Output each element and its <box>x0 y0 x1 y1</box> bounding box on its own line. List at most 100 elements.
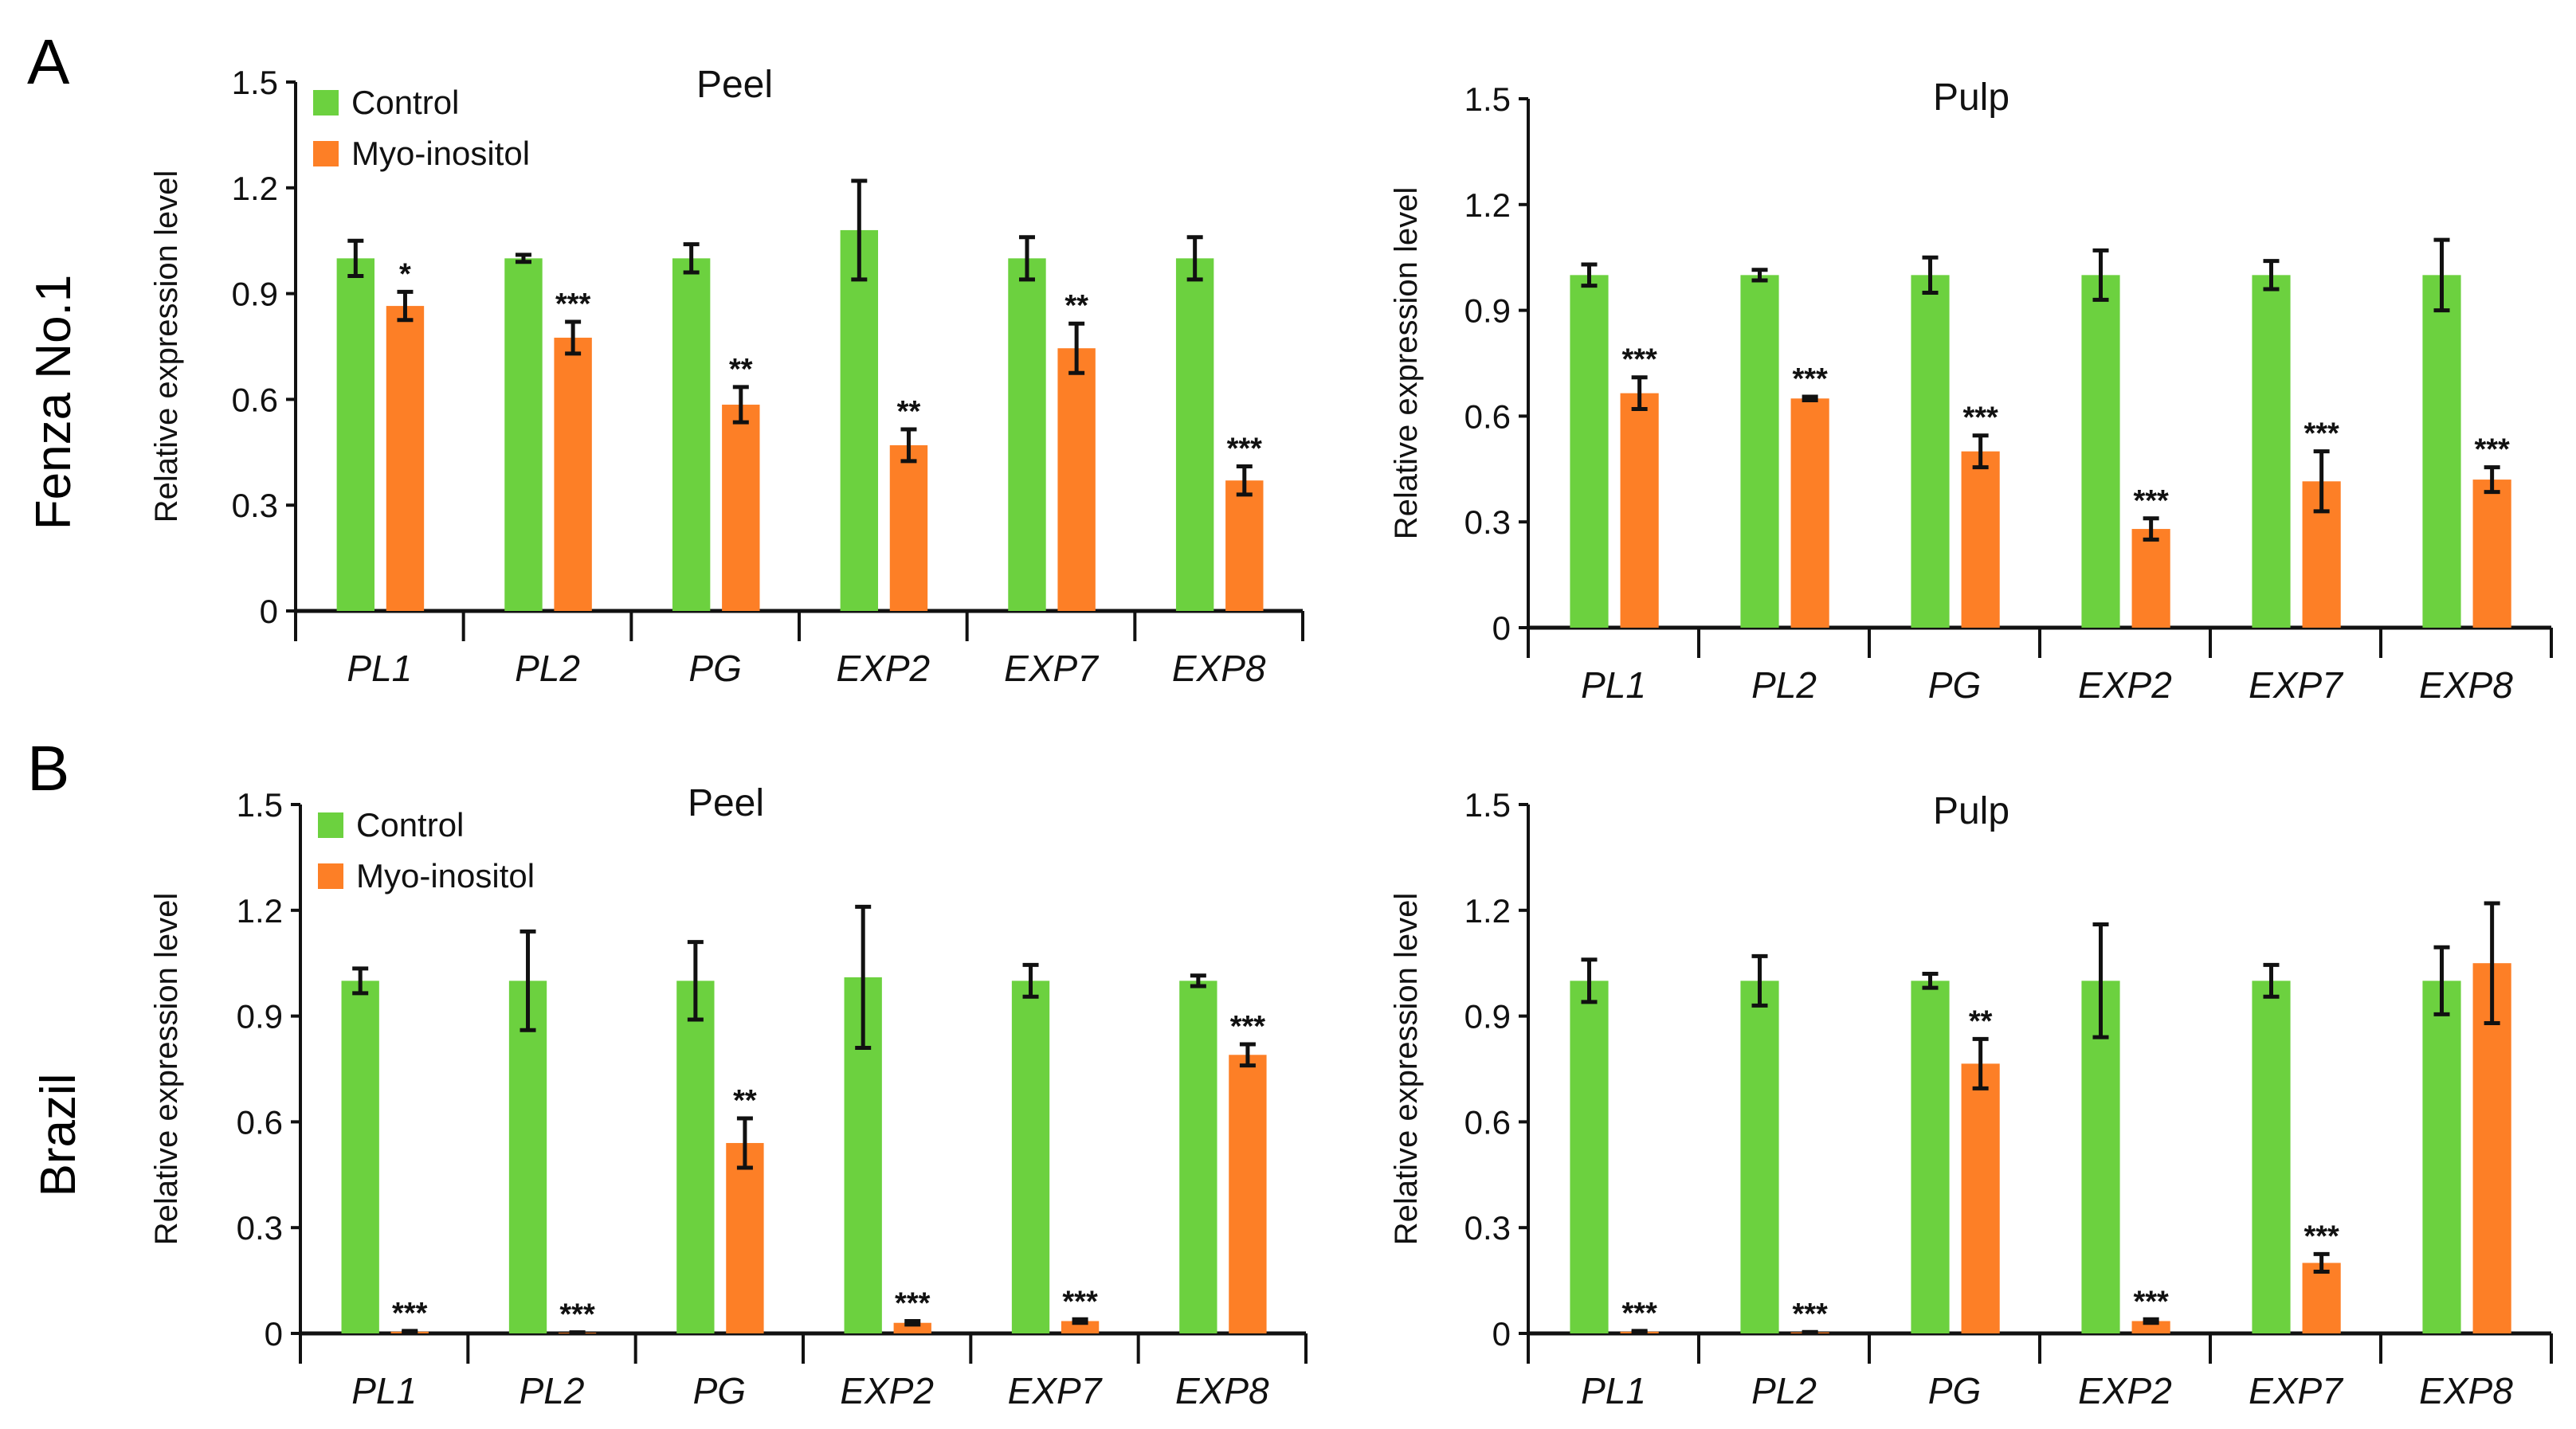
significance-label: *** <box>2474 433 2510 467</box>
x-tick-label: PG <box>1928 664 1981 706</box>
bar-myo-inositol <box>2302 1263 2341 1333</box>
error-bar <box>1802 394 1818 402</box>
significance-label: *** <box>2304 1220 2339 1253</box>
y-tick-label: 1.5 <box>1464 786 1511 824</box>
error-bar <box>2433 237 2450 313</box>
y-tick-label: 0.6 <box>1464 1103 1511 1141</box>
y-axis-label: Relative expression level <box>149 893 184 1245</box>
y-tick-label: 0.9 <box>237 998 283 1036</box>
significance-label: * <box>399 257 411 291</box>
x-tick-label: EXP7 <box>2249 1370 2343 1411</box>
error-bar <box>2433 945 2450 1016</box>
x-tick-label: PG <box>693 1370 746 1411</box>
error-bar <box>2484 465 2500 495</box>
x-tick-label: PL1 <box>1581 1370 1646 1411</box>
legend-label-control: Control <box>356 806 464 844</box>
error-bar <box>1236 464 1253 497</box>
significance-label: *** <box>1227 433 1263 466</box>
y-tick-label: 1.5 <box>237 786 283 824</box>
bar-myo-inositol <box>2472 480 2511 628</box>
bar-control <box>2081 981 2120 1333</box>
x-tick-label: EXP2 <box>840 1370 934 1411</box>
bar-control <box>341 981 379 1333</box>
bar-myo-inositol <box>2131 1321 2170 1333</box>
x-tick-label: EXP8 <box>2419 1370 2513 1411</box>
error-bar <box>2143 516 2159 542</box>
y-tick-label: 0 <box>1492 1315 1511 1353</box>
x-tick-label: EXP7 <box>1004 648 1099 689</box>
bar-myo-inositol <box>554 337 592 611</box>
bar-control <box>1740 981 1779 1333</box>
legend-label-myo-inositol: Myo-inositol <box>351 135 530 172</box>
error-bar <box>565 319 582 356</box>
y-tick-label: 0.9 <box>1464 292 1511 330</box>
legend-swatch-control <box>313 90 339 115</box>
legend: Control Myo-inositol <box>318 806 535 895</box>
panel-letter-b: B <box>27 733 69 804</box>
chart-title: Pulp <box>1933 790 2009 832</box>
bar-myo-inositol <box>1790 398 1829 628</box>
bar-myo-inositol <box>1229 1055 1267 1333</box>
error-bar <box>2263 962 2280 999</box>
bar-control <box>1911 275 1950 628</box>
error-bar <box>2143 1317 2159 1325</box>
bar-control <box>2252 981 2291 1333</box>
error-bar <box>1751 953 1768 1008</box>
y-axis-label: Relative expression level <box>1389 187 1424 539</box>
bar-myo-inositol <box>726 1142 764 1333</box>
bar-myo-inositol <box>1061 1321 1100 1333</box>
error-bar <box>402 1329 418 1335</box>
chart-panel-b-pulp: 0 0.3 0.6 0.9 1.2 1.5 Pulp Relative expression … <box>1389 786 2553 1411</box>
x-tick-label: EXP8 <box>2419 664 2513 706</box>
y-tick-label: 0.6 <box>232 381 278 418</box>
error-bar <box>855 904 872 1050</box>
y-tick-label: 1.2 <box>1464 186 1511 224</box>
y-tick-label: 0.3 <box>232 487 278 524</box>
bar-myo-inositol <box>1057 348 1096 611</box>
error-bar <box>687 940 704 1022</box>
y-tick-label: 0 <box>1492 609 1511 647</box>
bar-control <box>840 229 879 611</box>
significance-label: *** <box>2133 1285 2169 1318</box>
error-bar <box>851 178 868 282</box>
bar-myo-inositol <box>1225 480 1264 611</box>
error-bar <box>1802 1329 1818 1335</box>
bar-control <box>2422 981 2461 1333</box>
significance-label: *** <box>1062 1285 1098 1318</box>
bar-control <box>676 981 715 1333</box>
error-bar <box>736 1116 753 1170</box>
significance-label: *** <box>559 1298 595 1332</box>
y-tick-label: 1.5 <box>1464 80 1511 118</box>
error-bar <box>2092 922 2109 1039</box>
bar-myo-inositol <box>1961 451 2000 628</box>
significance-label: *** <box>555 288 591 321</box>
chart-panel-a-pulp: 0 0.3 0.6 0.9 1.2 1.5 Pulp Relative expression … <box>1389 76 2553 706</box>
chart-title: Pulp <box>1933 76 2009 119</box>
bar-control <box>508 981 547 1333</box>
bar-control <box>1008 258 1046 611</box>
x-tick-label: PG <box>1928 1370 1981 1411</box>
significance-label: *** <box>1792 1298 1828 1331</box>
y-tick-label: 1.2 <box>232 170 278 207</box>
error-bar <box>2313 449 2330 514</box>
error-bar <box>1972 433 1989 470</box>
x-tick-label: EXP7 <box>1008 1370 1103 1411</box>
y-tick-label: 1.2 <box>237 892 283 930</box>
y-tick-label: 0.3 <box>237 1209 283 1247</box>
significance-label: ** <box>729 353 753 386</box>
bar-control <box>1911 981 1950 1333</box>
bar-myo-inositol <box>1620 393 1659 628</box>
legend-swatch-myo-inositol <box>313 141 339 166</box>
error-bar <box>1581 262 1598 288</box>
x-tick-label: PG <box>688 648 741 689</box>
bar-control <box>1011 981 1050 1333</box>
x-tick-label: PL1 <box>347 648 412 689</box>
chart-panel-b-peel: 0 0.3 0.6 0.9 1.2 1.5 Peel Relative expression … <box>149 782 1308 1411</box>
legend: Control Myo-inositol <box>313 84 530 172</box>
y-tick-label: 0.9 <box>1464 998 1511 1036</box>
error-bar <box>904 1319 921 1327</box>
error-bar <box>515 253 531 264</box>
error-bar <box>683 242 700 275</box>
legend-label-control: Control <box>351 84 459 121</box>
